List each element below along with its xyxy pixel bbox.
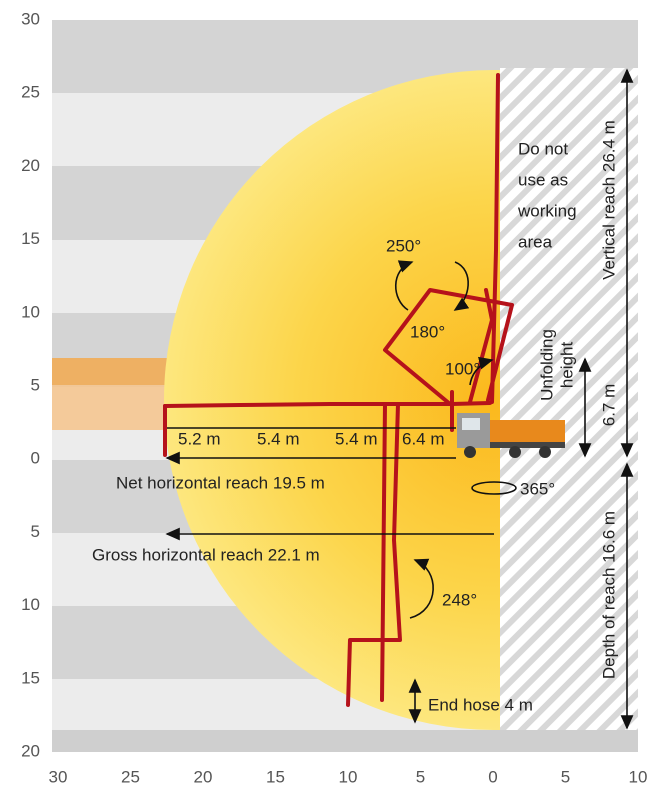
angle: 100° <box>445 359 480 378</box>
unfolding-height: 6.7 m <box>599 384 618 427</box>
note: use as <box>518 170 568 189</box>
y-axis-label: 0 <box>31 449 40 468</box>
angle: 248° <box>442 590 477 609</box>
depth-of-reach: Depth of reach 16.6 m <box>599 511 618 679</box>
angle: 365° <box>520 479 555 498</box>
y-axis-label: 10 <box>21 595 40 614</box>
y-axis-label: 10 <box>21 302 40 321</box>
y-axis-label: 20 <box>21 741 40 760</box>
boom <box>163 73 514 707</box>
x-axis-label: 15 <box>266 767 285 786</box>
y-axis-label: 15 <box>21 229 40 248</box>
y-axis-label: 30 <box>21 9 40 28</box>
net-reach: Net horizontal reach 19.5 m <box>116 473 325 492</box>
vertical-reach: Vertical reach 26.4 m <box>599 120 618 280</box>
note: area <box>518 232 553 251</box>
x-axis-label: 25 <box>121 767 140 786</box>
y-axis-label: 20 <box>21 156 40 175</box>
truck <box>457 413 565 458</box>
end-hose: End hose 4 m <box>428 695 533 714</box>
unfolding-height: Unfolding <box>537 329 556 401</box>
y-axis-label: 5 <box>31 522 40 541</box>
note: Do not <box>518 139 568 158</box>
section-length: 5.4 m <box>257 429 300 448</box>
x-axis-label: 5 <box>561 767 570 786</box>
unfolding-height: height <box>557 342 576 389</box>
x-axis-label: 10 <box>339 767 358 786</box>
section-length: 6.4 m <box>402 429 445 448</box>
x-axis-label: 20 <box>194 767 213 786</box>
gross-reach: Gross horizontal reach 22.1 m <box>92 545 320 564</box>
x-axis-label: 5 <box>416 767 425 786</box>
angle: 180° <box>410 322 445 341</box>
y-axis-label: 25 <box>21 83 40 102</box>
x-axis-label: 10 <box>629 767 648 786</box>
x-axis-label: 30 <box>49 767 68 786</box>
no-work-area <box>500 68 638 730</box>
angle: 250° <box>386 236 421 255</box>
x-axis-label: 0 <box>488 767 497 786</box>
y-axis-label: 15 <box>21 668 40 687</box>
dimension-arrows <box>165 68 634 730</box>
section-length: 5.4 m <box>335 429 378 448</box>
y-axis-label: 5 <box>31 375 40 394</box>
note: working <box>517 201 577 220</box>
section-length: 5.2 m <box>178 429 221 448</box>
